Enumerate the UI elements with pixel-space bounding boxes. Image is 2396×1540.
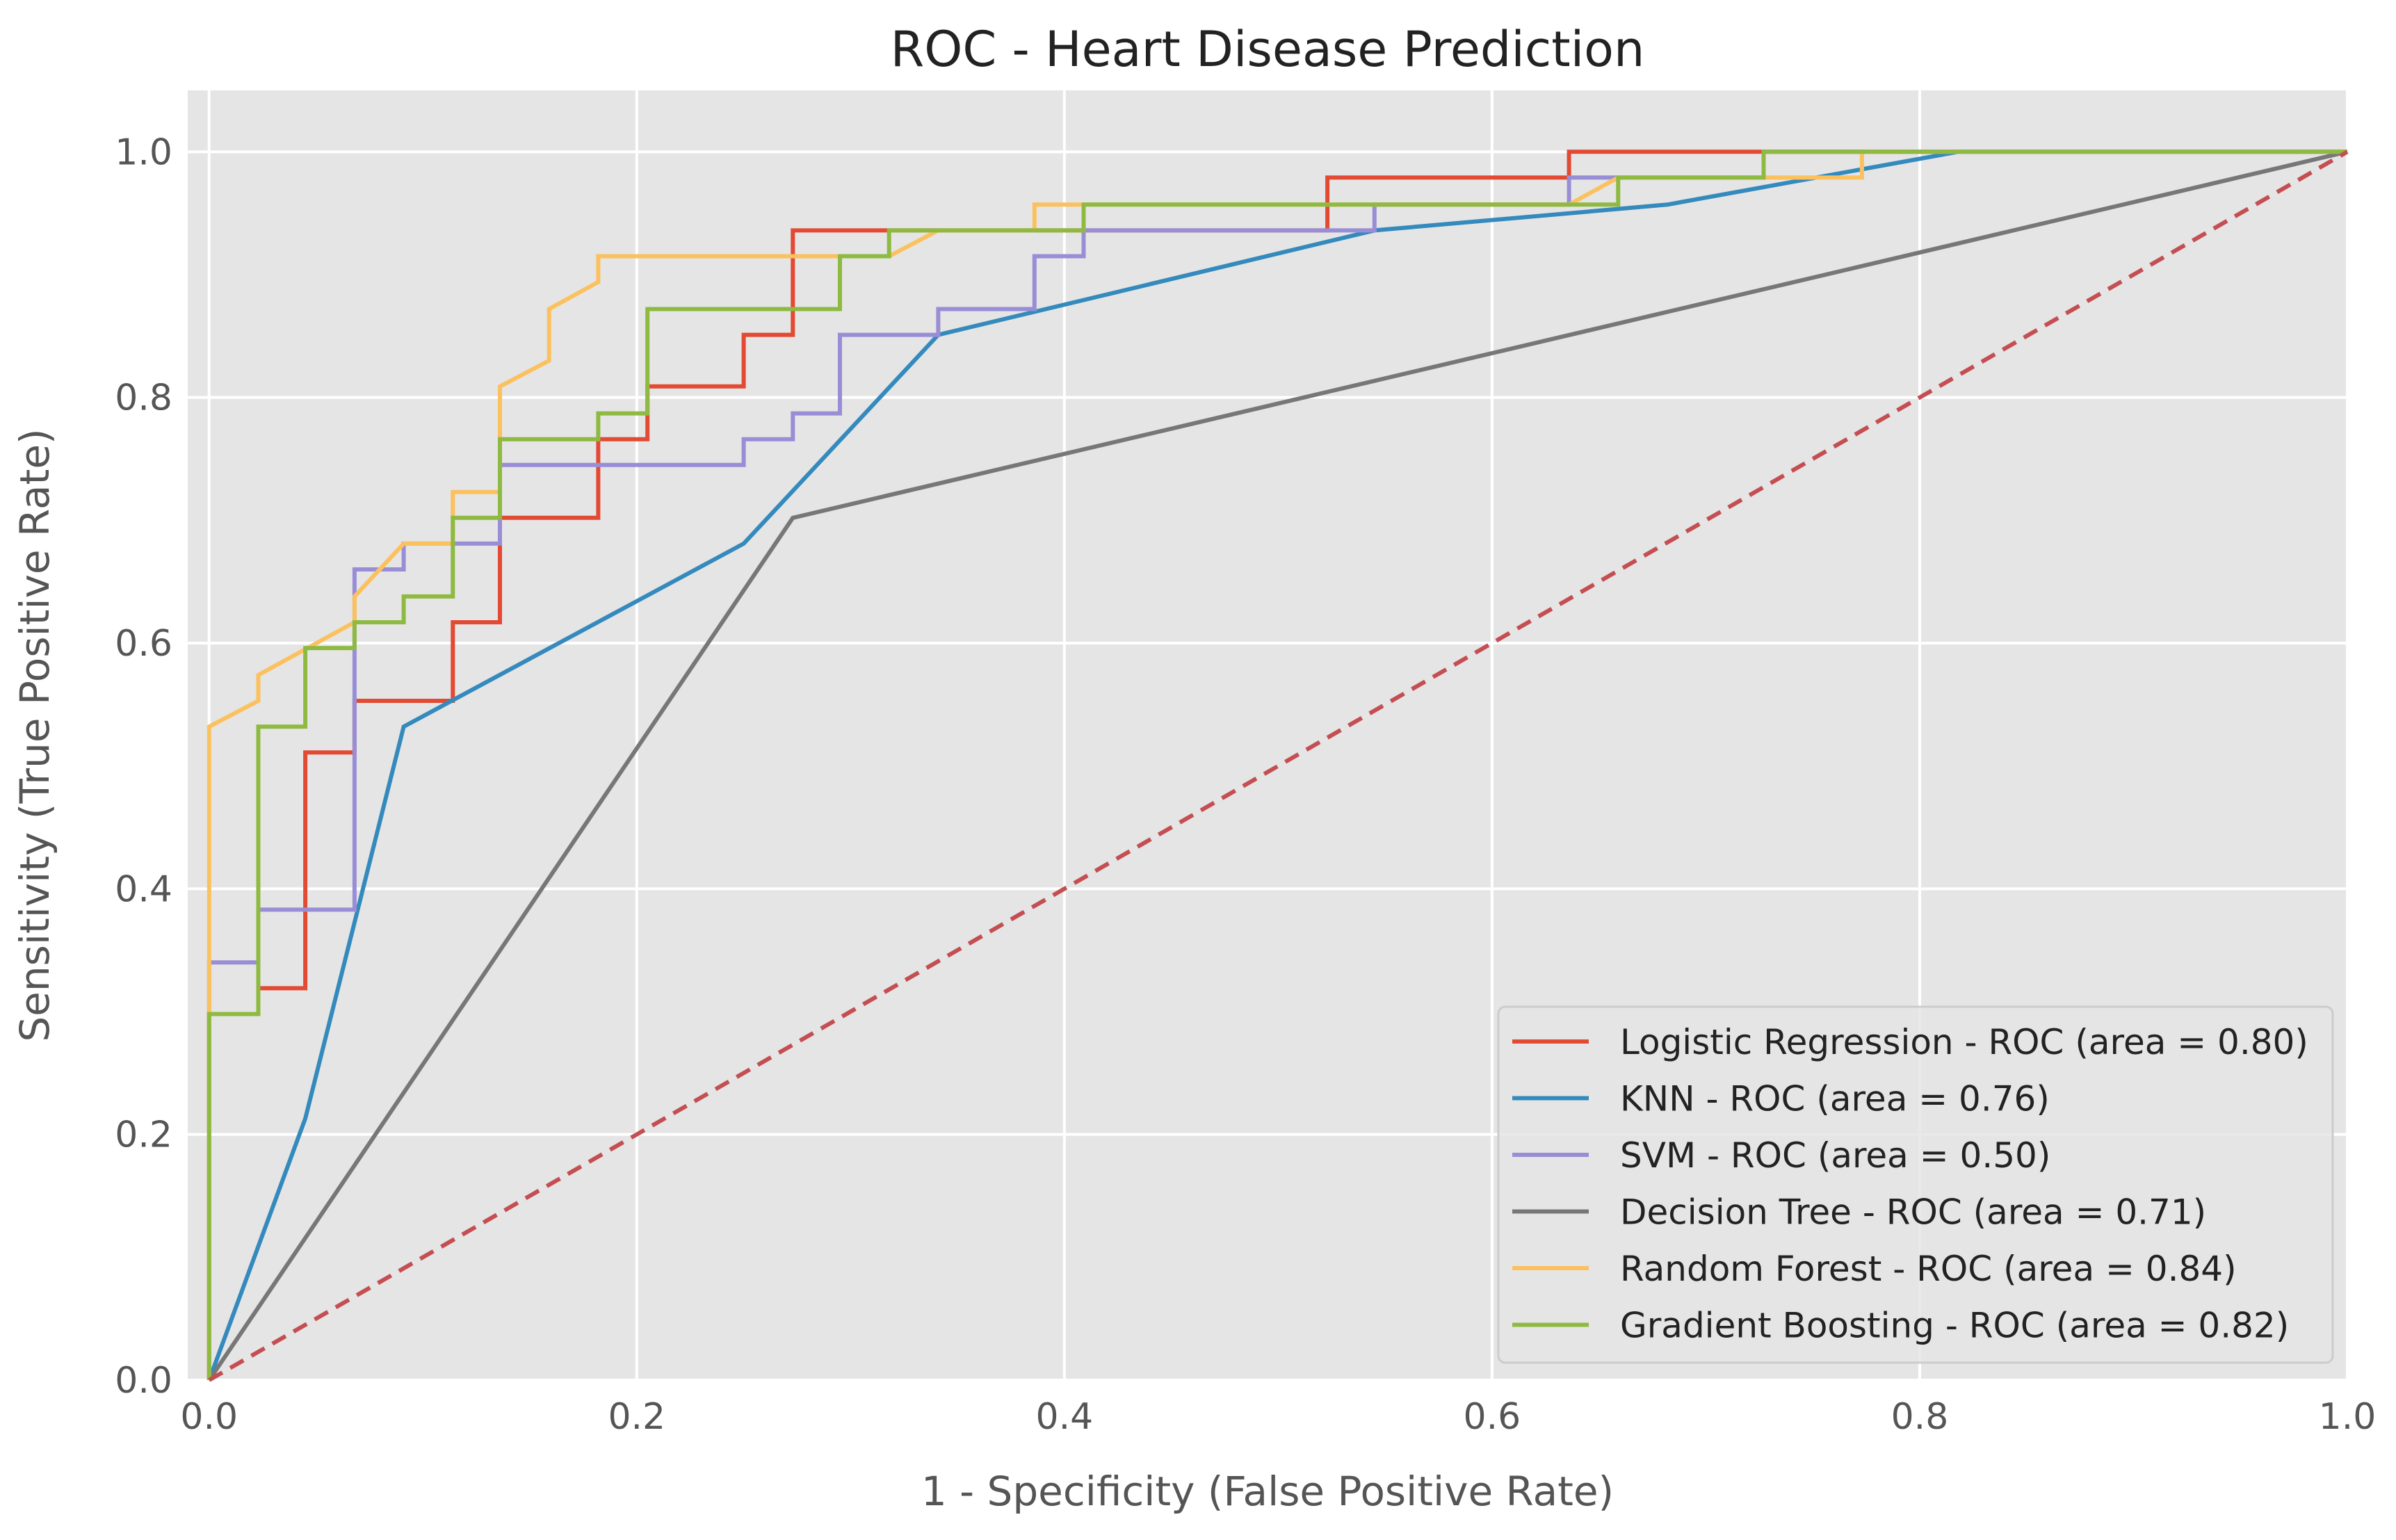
x-tick-label: 0.8 (1891, 1396, 1949, 1438)
y-axis-label: Sensitivity (True Positive Rate) (11, 428, 58, 1041)
series-line-0 (207, 149, 2347, 1380)
y-tick-label: 0.2 (115, 1115, 172, 1156)
series-line-3 (207, 149, 2347, 1380)
legend: Logistic Regression - ROC (area = 0.80) K… (1497, 1005, 2334, 1364)
chance-reference-line (208, 149, 2349, 1382)
legend-entry-label: Decision Tree - ROC (area = 0.71) (1620, 1192, 2206, 1233)
y-tick-label: 0.6 (115, 623, 172, 665)
y-tick-label: 0.0 (115, 1360, 172, 1402)
legend-entry-label: SVM - ROC (area = 0.50) (1620, 1135, 2050, 1176)
x-tick-label: 0.4 (1035, 1396, 1093, 1438)
legend-entry-label: Logistic Regression - ROC (area = 0.80) (1620, 1022, 2308, 1062)
x-tick-label: 1.0 (2319, 1396, 2377, 1438)
tick-labels: 0.0 0.2 0.4 0.6 0.8 1.0 0.0 0.2 0.4 0.6 0.8 1.0 (115, 131, 2376, 1438)
series-line-5 (207, 149, 2347, 1380)
y-tick-label: 0.4 (115, 868, 172, 910)
series-lines (207, 149, 2349, 1382)
legend-entry-label: KNN - ROC (area = 0.76) (1620, 1079, 2050, 1119)
legend-box (1497, 1005, 2334, 1364)
y-tick-label: 0.8 (115, 378, 172, 419)
x-axis-label: 1 - Specificity (False Positive Rate) (921, 1468, 1614, 1515)
legend-entry-label: Gradient Boosting - ROC (area = 0.82) (1620, 1306, 2289, 1346)
x-tick-label: 0.0 (180, 1396, 238, 1438)
legend-entry-label: Random Forest - ROC (area = 0.84) (1620, 1249, 2237, 1289)
chart-title: ROC - Heart Disease Prediction (891, 21, 1645, 78)
x-tick-label: 0.6 (1464, 1396, 1521, 1438)
x-tick-label: 0.2 (608, 1396, 665, 1438)
y-tick-label: 1.0 (115, 131, 172, 173)
